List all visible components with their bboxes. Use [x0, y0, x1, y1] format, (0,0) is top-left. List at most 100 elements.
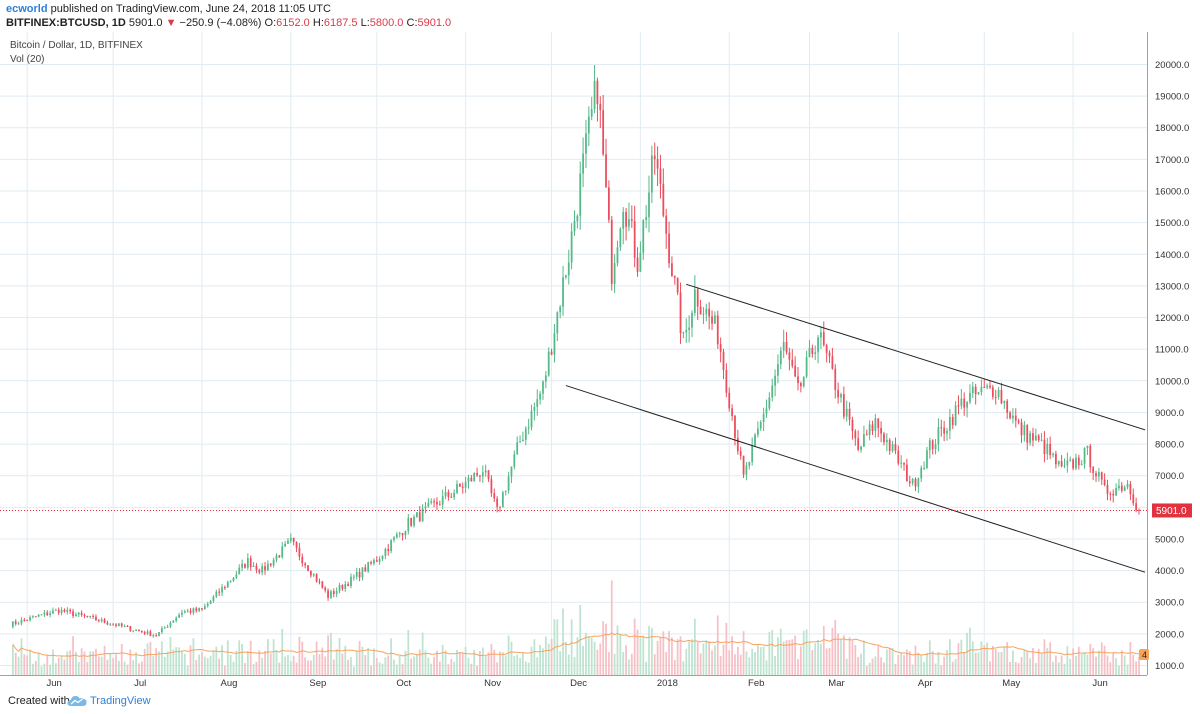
candle-body [579, 173, 582, 216]
candle-body [1014, 415, 1017, 421]
candle-body [160, 628, 163, 633]
candle-body [37, 614, 40, 617]
volume-bar [607, 652, 610, 675]
price-axis[interactable]: 1000.02000.03000.04000.05000.06000.07000… [1155, 60, 1189, 672]
low-value: 5800.0 [369, 17, 404, 29]
candle-body [381, 555, 384, 559]
candle-body [1135, 503, 1138, 510]
candle-body [885, 439, 888, 443]
candle-body [940, 427, 943, 429]
candle-body [897, 450, 900, 464]
candle-body [742, 455, 745, 475]
volume-bar [89, 651, 92, 675]
volume-bar [441, 644, 444, 675]
volume-bar [530, 646, 533, 675]
candle-body [123, 626, 126, 628]
volume-bar [934, 663, 937, 675]
candle-body [332, 591, 335, 594]
candle-body [814, 352, 817, 354]
candle-body [387, 548, 390, 552]
trend-channel[interactable] [565, 283, 1146, 573]
chart-title: Bitcoin / Dollar, 1D, BITFINEX [10, 40, 143, 51]
candle-body [395, 533, 398, 538]
volume-bar [1132, 654, 1135, 675]
tradingview-link[interactable]: TradingView [90, 695, 151, 707]
volume-bar [539, 645, 542, 675]
candle-body [407, 518, 410, 532]
candle-body [212, 596, 215, 601]
volume-bar [754, 652, 756, 675]
candle-body [1080, 463, 1083, 466]
volume-bar [149, 641, 152, 675]
volume-bar [802, 630, 805, 675]
volume-bar [619, 634, 622, 675]
candle-body [132, 630, 135, 632]
volume-bar [759, 647, 762, 675]
volume-bar [865, 666, 868, 675]
candle-body [103, 619, 106, 623]
candle-body [307, 565, 309, 571]
candle-body [427, 502, 430, 507]
candle-body [822, 332, 825, 346]
candle-body [1075, 457, 1077, 469]
volume-bar [272, 639, 275, 675]
price-tick-label: 11000.0 [1155, 345, 1189, 356]
volume-bar [983, 645, 986, 675]
volume-bar [1089, 643, 1092, 675]
candle-body [140, 630, 143, 633]
volume-bar [799, 646, 802, 675]
volume-bar [951, 661, 954, 675]
volume-bar [1009, 661, 1011, 675]
candle-body [118, 623, 120, 626]
volume-bar [140, 661, 143, 675]
candle-body [510, 466, 513, 477]
volume-bar [364, 655, 367, 675]
volume-bar [997, 652, 1000, 675]
high-value: 6187.5 [323, 17, 358, 29]
volume-bar [261, 657, 264, 675]
volume-bar [696, 641, 699, 675]
candle-body [1089, 445, 1092, 468]
candle-body [77, 612, 80, 615]
candle-body [954, 405, 957, 426]
down-arrow-icon: ▼ [165, 17, 177, 29]
volume-bar [779, 628, 782, 675]
volume-bar [404, 650, 407, 675]
candle-body [507, 476, 510, 491]
candle-body [582, 153, 584, 174]
candle-body [146, 631, 149, 634]
candle-body [95, 616, 97, 621]
candle-body [235, 574, 238, 578]
time-axis[interactable]: Jun Jul Aug Sep Oct Nov Dec 2018 Feb Mar Apr May Jun [47, 678, 1108, 688]
candle-body [347, 584, 350, 587]
candle-body [585, 133, 587, 154]
candle-body [642, 220, 645, 253]
candle-body [802, 376, 805, 387]
volume-bar [499, 651, 501, 675]
candle-body [224, 587, 226, 589]
volume-bar [1000, 652, 1003, 675]
volume-bar [501, 652, 504, 675]
candle-body [665, 215, 668, 234]
volume-bar [900, 652, 903, 675]
time-tick-label: Aug [221, 678, 238, 688]
volume-bar [1043, 639, 1046, 675]
time-tick-label: Jun [1092, 678, 1107, 688]
candle-body [576, 215, 579, 222]
volume-bar [897, 654, 900, 675]
time-tick-label: Sep [309, 678, 326, 688]
volume-bar [653, 654, 656, 675]
volume-bar [484, 655, 487, 675]
candle-body [209, 600, 212, 604]
volume-bar [32, 663, 34, 675]
volume-bar [880, 657, 882, 675]
volume-bar [1032, 647, 1034, 675]
volume-bar [37, 652, 40, 675]
volume-bar [1055, 655, 1057, 675]
candle-body [1109, 493, 1112, 495]
author-link[interactable]: ecworld [6, 3, 48, 15]
price-chart[interactable]: 1000.02000.03000.04000.05000.06000.07000… [0, 32, 1200, 688]
volume-bar [324, 656, 327, 675]
volume-bar [974, 652, 977, 675]
volume-bar [1080, 654, 1083, 675]
